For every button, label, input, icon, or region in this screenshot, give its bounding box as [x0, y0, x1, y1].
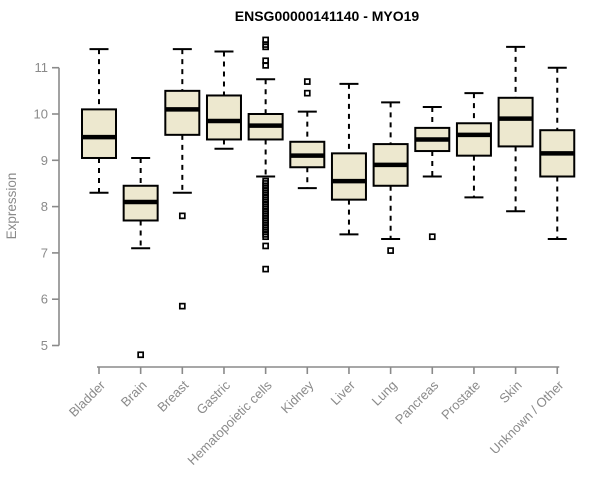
x-tick-label: Pancreas	[392, 377, 442, 427]
y-axis-title: Expression	[4, 173, 19, 240]
iqr-box	[497, 96, 534, 148]
outlier-point	[262, 62, 269, 69]
y-tick-label: 11	[35, 60, 49, 75]
box-unknown-other	[539, 66, 576, 241]
outlier-point	[428, 233, 436, 241]
outlier-point	[262, 43, 269, 51]
x-tick-label: Bladder	[66, 377, 109, 420]
box-kidney	[289, 78, 326, 190]
outlier-point	[387, 247, 394, 254]
box-breast	[164, 48, 201, 310]
y-axis: 5 6 7 8 9 10 11	[34, 60, 60, 353]
iqr-box	[455, 122, 492, 157]
box-pancreas	[414, 106, 451, 241]
x-tick-label: Prostate	[438, 378, 483, 423]
outlier-point	[262, 233, 269, 241]
iqr-box	[164, 89, 201, 136]
box-lung	[372, 101, 409, 254]
x-tick-label: Gastric	[193, 377, 233, 417]
box-liver	[330, 82, 367, 236]
box-bladder	[81, 48, 117, 194]
y-tick-label: 6	[41, 292, 48, 307]
x-tick-label: Liver	[328, 377, 359, 408]
box-gastric	[205, 50, 242, 150]
iqr-box	[330, 152, 367, 201]
outlier-point	[178, 302, 186, 310]
x-tick-label: Brain	[118, 378, 150, 410]
iqr-box	[81, 108, 117, 159]
y-tick-label: 9	[41, 153, 48, 168]
x-tick-label: Unknown / Other	[487, 377, 567, 457]
box-prostate	[455, 92, 492, 199]
box-hematopoietic-cells	[247, 36, 284, 273]
outlier-point	[262, 242, 269, 250]
y-tick-label: 8	[41, 199, 48, 214]
chart-title: ENSG00000141140 - MYO19	[235, 8, 420, 24]
outlier-point	[303, 89, 311, 97]
outlier-point	[303, 78, 311, 85]
outlier-point	[178, 212, 186, 220]
y-tick-label: 10	[34, 107, 48, 122]
outlier-point	[262, 265, 269, 273]
x-tick-label: Skin	[496, 378, 524, 406]
iqr-box	[205, 94, 242, 141]
box-skin	[497, 45, 534, 213]
y-tick-label: 7	[41, 245, 48, 260]
y-tick-label: 5	[41, 338, 48, 353]
outlier-point	[137, 351, 145, 359]
x-tick-label: Lung	[369, 378, 400, 409]
x-tick-label: Breast	[154, 377, 191, 414]
box-brain	[122, 156, 159, 359]
x-tick-label: Kidney	[278, 377, 317, 416]
